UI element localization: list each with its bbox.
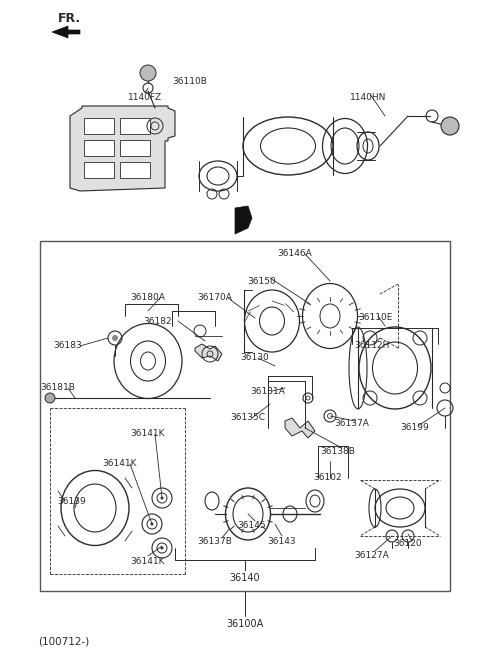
Text: 1140HN: 1140HN <box>350 94 386 102</box>
Text: FR.: FR. <box>58 12 81 24</box>
Polygon shape <box>195 344 222 361</box>
Bar <box>84 118 114 134</box>
Text: 36135C: 36135C <box>230 413 265 422</box>
Polygon shape <box>52 26 80 38</box>
Text: 36181B: 36181B <box>41 384 75 392</box>
Circle shape <box>151 522 154 525</box>
Text: 36182: 36182 <box>144 316 172 325</box>
Text: 36183: 36183 <box>54 342 83 350</box>
Circle shape <box>160 497 164 499</box>
Polygon shape <box>235 206 252 234</box>
Text: 36112H: 36112H <box>354 342 390 350</box>
Text: 36140: 36140 <box>230 573 260 583</box>
Text: 36139: 36139 <box>58 497 86 506</box>
Bar <box>84 140 114 156</box>
Text: 36141K: 36141K <box>131 556 165 565</box>
Bar <box>40 241 450 591</box>
Text: 36199: 36199 <box>401 424 430 432</box>
Polygon shape <box>70 106 175 191</box>
Text: 36143: 36143 <box>268 537 296 546</box>
Text: 36146A: 36146A <box>277 249 312 258</box>
Circle shape <box>441 117 459 135</box>
Text: 36100A: 36100A <box>227 619 264 629</box>
Text: 36141K: 36141K <box>103 459 137 468</box>
Circle shape <box>45 393 55 403</box>
Text: 36130: 36130 <box>240 354 269 363</box>
Text: 36127A: 36127A <box>355 552 389 560</box>
Text: 1140FZ: 1140FZ <box>128 94 162 102</box>
Text: 36141K: 36141K <box>131 430 165 438</box>
Circle shape <box>160 546 164 550</box>
Circle shape <box>140 65 156 81</box>
Polygon shape <box>285 418 315 438</box>
Text: 36138B: 36138B <box>321 447 355 455</box>
Text: 36145: 36145 <box>238 522 266 531</box>
Bar <box>120 118 150 134</box>
Text: 36102: 36102 <box>314 474 342 483</box>
Text: 36137A: 36137A <box>335 419 370 428</box>
Text: 36131A: 36131A <box>251 386 286 396</box>
Text: (100712-): (100712-) <box>38 636 89 646</box>
Text: 36180A: 36180A <box>131 293 166 302</box>
Circle shape <box>112 335 118 341</box>
Text: 36150: 36150 <box>248 276 276 285</box>
Bar <box>84 162 114 178</box>
Text: 36110E: 36110E <box>358 314 392 323</box>
Bar <box>120 140 150 156</box>
Text: 36110B: 36110B <box>173 77 207 85</box>
Text: 36120: 36120 <box>394 539 422 548</box>
Bar <box>120 162 150 178</box>
Text: 36170A: 36170A <box>198 293 232 302</box>
Text: 36137B: 36137B <box>198 537 232 546</box>
